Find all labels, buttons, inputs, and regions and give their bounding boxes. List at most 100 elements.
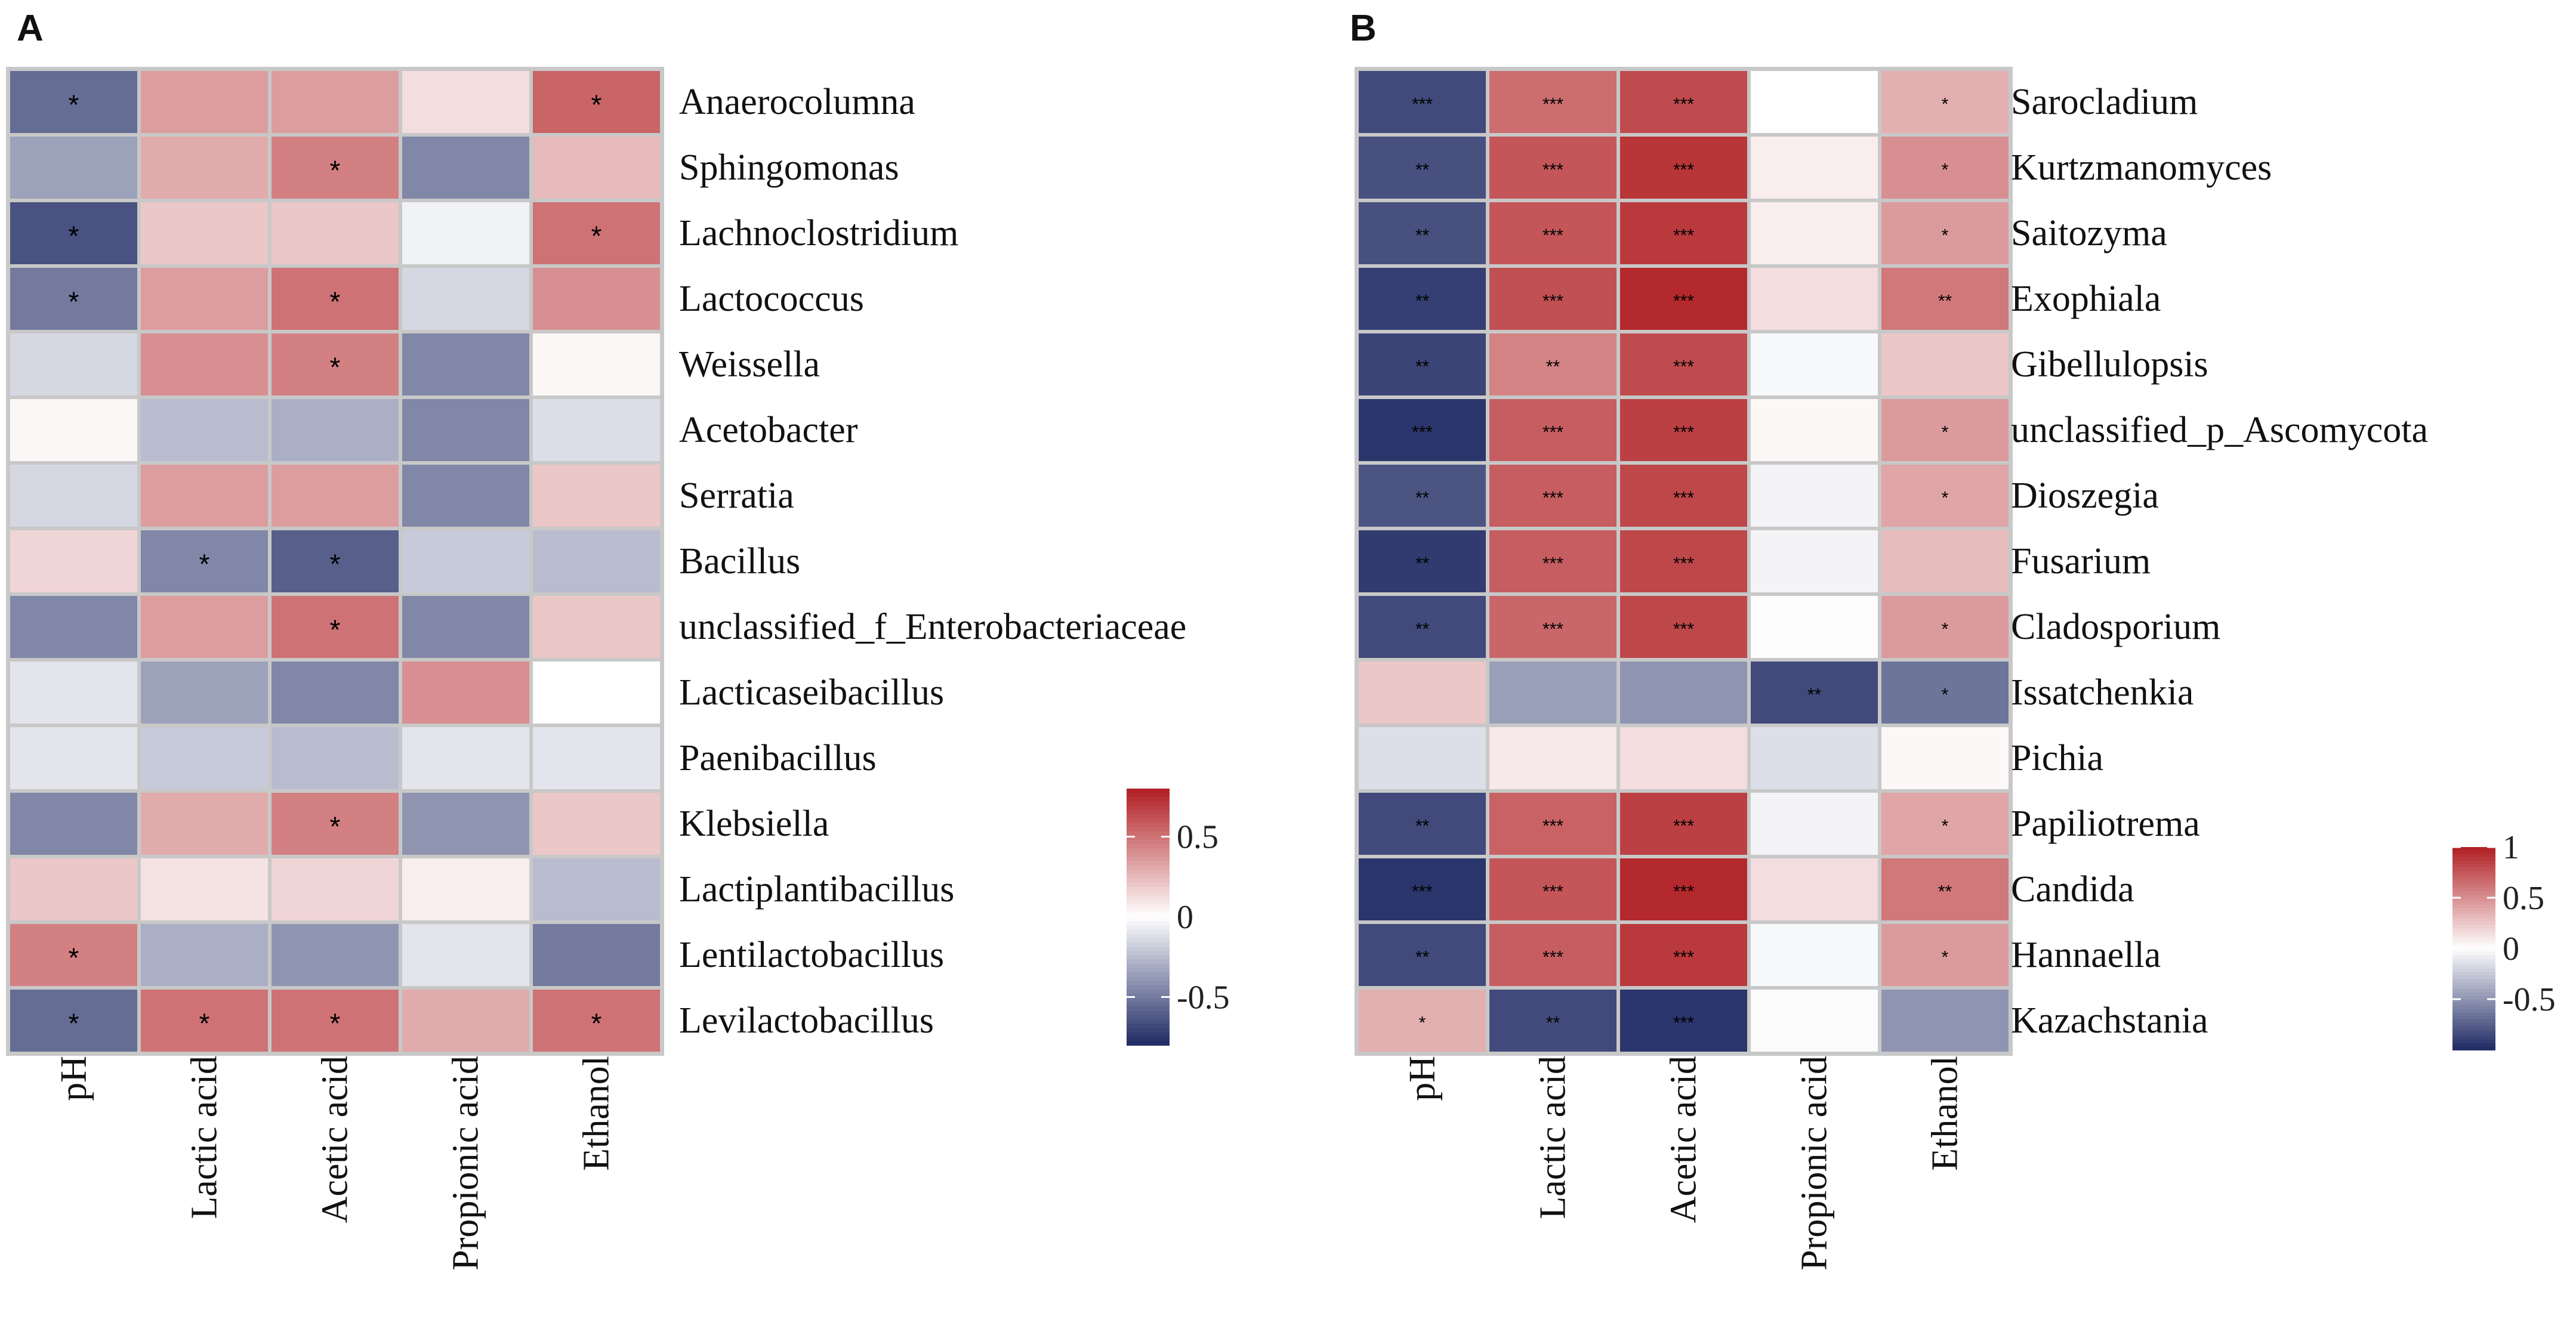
colorbar-tick-label: -0.5 (1177, 979, 1230, 1016)
heatmap-cell (1620, 137, 1747, 199)
colorbar-segment (2452, 888, 2495, 892)
heatmap-cell (1881, 268, 2009, 330)
heatmap-cell (1620, 924, 1747, 986)
significance-mark: *** (1673, 292, 1694, 311)
colorbar-segment (2452, 1016, 2495, 1020)
heatmap-cell (10, 530, 137, 592)
significance-mark: *** (1412, 882, 1433, 902)
heatmap-cell (1751, 924, 1878, 986)
significance-mark: ** (1415, 948, 1430, 968)
significance-mark: * (69, 89, 79, 120)
heatmap-cell (1359, 399, 1486, 461)
row-label: Weissella (679, 344, 820, 385)
heatmap-cell (1489, 662, 1616, 724)
heatmap-cell (10, 399, 137, 461)
colorbar-segment (2452, 935, 2495, 939)
colorbar-segment (1127, 831, 1170, 836)
heatmap-cell (1881, 924, 2009, 986)
row-label: Serratia (679, 475, 794, 516)
heatmap-cell (10, 858, 137, 920)
row-label: Candida (2011, 869, 2134, 910)
colorbar-segment (2452, 962, 2495, 966)
colorbar-segment (1127, 809, 1170, 815)
heatmap-cell (1359, 662, 1486, 724)
heatmap-cell (1489, 990, 1616, 1052)
heatmap-cell (402, 662, 529, 724)
heatmap-cell (1489, 71, 1616, 133)
heatmap-cell (1489, 530, 1616, 592)
column-label: pH (54, 1056, 94, 1101)
colorbar-segment (1127, 1040, 1170, 1046)
colorbar-segment (1127, 1002, 1170, 1008)
colorbar-segment (2452, 904, 2495, 908)
significance-mark: * (1942, 948, 1949, 968)
heatmap-cell (141, 202, 268, 264)
significance-mark: *** (1542, 948, 1563, 968)
significance-mark: ** (1415, 160, 1430, 180)
colorbar-segment (1127, 951, 1170, 956)
significance-mark: *** (1673, 817, 1694, 836)
heatmap-cell (141, 399, 268, 461)
colorbar-segment (2452, 894, 2495, 898)
heatmap-cell (1881, 662, 2009, 724)
significance-mark: * (330, 549, 341, 580)
colorbar-segment (2452, 989, 2495, 993)
colorbar-segment (1127, 1006, 1170, 1012)
significance-mark: * (1942, 423, 1949, 443)
significance-mark: *** (1542, 292, 1563, 311)
heatmap-cell (402, 858, 529, 920)
colorbar-segment (1127, 1024, 1170, 1029)
colorbar-segment (2452, 1036, 2495, 1040)
row-label: Bacillus (679, 541, 800, 582)
heatmap-cell (1359, 268, 1486, 330)
panel-label: A (17, 8, 44, 49)
colorbar-segment (1127, 844, 1170, 849)
row-label: Lachnoclostridium (679, 213, 958, 254)
colorbar-segment (2452, 955, 2495, 959)
heatmap-cell (272, 333, 399, 395)
significance-mark: * (1419, 1013, 1426, 1033)
row-label: Klebsiella (679, 803, 829, 844)
significance-mark: * (1942, 685, 1949, 705)
colorbar-tick-label: 0 (1177, 899, 1193, 936)
colorbar-segment (1127, 789, 1170, 794)
heatmap-cell (1881, 858, 2009, 920)
colorbar-segment (1127, 870, 1170, 875)
colorbar-segment (2452, 1033, 2495, 1037)
colorbar-segment (1127, 989, 1170, 994)
significance-mark: *** (1542, 226, 1563, 246)
colorbar-segment (1127, 861, 1170, 866)
colorbar-segment (2452, 880, 2495, 885)
heatmap-cell (1489, 596, 1616, 658)
heatmap-cell (1751, 727, 1878, 789)
colorbar-segment (1127, 891, 1170, 897)
heatmap-cell (272, 596, 399, 658)
heatmap-cell (1881, 137, 2009, 199)
heatmap-cell (533, 399, 660, 461)
heatmap-cell (1751, 858, 1878, 920)
colorbar-segment (1127, 1028, 1170, 1033)
heatmap-cell (141, 727, 268, 789)
heatmap-cell (1489, 137, 1616, 199)
heatmap-cell (1881, 333, 2009, 395)
colorbar-segment (1127, 908, 1170, 913)
colorbar-tick-label: 0 (2503, 931, 2519, 968)
colorbar-tick-label: 1 (2503, 829, 2519, 866)
row-label: Lactiplantibacillus (679, 869, 954, 910)
colorbar-segment (2452, 972, 2495, 976)
heatmap-cell (1620, 465, 1747, 527)
colorbar-segment (2452, 1030, 2495, 1034)
significance-mark: *** (1673, 95, 1694, 115)
heatmap-cell (272, 399, 399, 461)
heatmap-cell (1620, 333, 1747, 395)
colorbar-segment (1127, 882, 1170, 888)
significance-mark: * (591, 221, 602, 252)
colorbar-segment (2452, 898, 2495, 902)
colorbar-segment (1127, 793, 1170, 798)
significance-mark: ** (1415, 357, 1430, 377)
colorbar-segment (2452, 1009, 2495, 1013)
colorbar-segment (2452, 928, 2495, 932)
colorbar-segment (1127, 934, 1170, 939)
colorbar-segment (1127, 947, 1170, 952)
heatmap-cell (1751, 662, 1878, 724)
